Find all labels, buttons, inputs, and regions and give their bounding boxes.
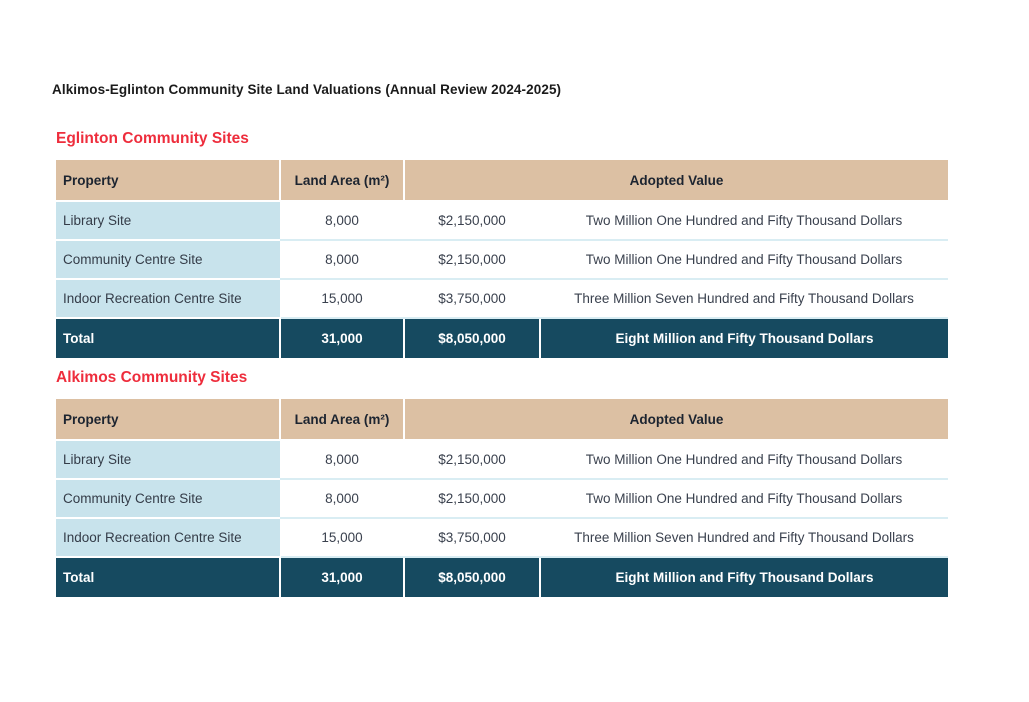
value-in-words-cell: Three Million Seven Hundred and Fifty Th… <box>540 279 949 319</box>
adopted-value-cell: $2,150,000 <box>404 440 540 480</box>
land-area-cell: 15,000 <box>280 518 404 558</box>
value-in-words-cell: Two Million One Hundred and Fifty Thousa… <box>540 240 949 280</box>
table-header-row: Property Land Area (m²) Adopted Value <box>56 399 949 441</box>
table-header-row: Property Land Area (m²) Adopted Value <box>56 160 949 202</box>
total-label-cell: Total <box>56 557 280 597</box>
value-in-words-cell: Two Million One Hundred and Fifty Thousa… <box>540 440 949 480</box>
alkimos-valuation-table: Property Land Area (m²) Adopted Value Li… <box>56 399 949 597</box>
value-in-words-cell: Two Million One Hundred and Fifty Thousa… <box>540 201 949 241</box>
column-header-adopted-value: Adopted Value <box>402 399 949 441</box>
total-value-cell: $8,050,000 <box>403 318 540 358</box>
property-cell: Indoor Recreation Centre Site <box>56 279 280 319</box>
property-cell: Indoor Recreation Centre Site <box>56 518 280 558</box>
adopted-value-cell: $3,750,000 <box>404 518 540 558</box>
section-heading-eglinton: Eglinton Community Sites <box>56 130 249 147</box>
total-land-area-cell: 31,000 <box>279 318 404 358</box>
total-land-area-cell: 31,000 <box>279 557 404 597</box>
section-heading-alkimos: Alkimos Community Sites <box>56 369 248 386</box>
table-row: Community Centre Site 8,000 $2,150,000 T… <box>56 240 949 280</box>
property-cell: Library Site <box>56 201 280 241</box>
total-value-words-cell: Eight Million and Fifty Thousand Dollars <box>538 557 949 597</box>
table-row: Library Site 8,000 $2,150,000 Two Millio… <box>56 440 949 480</box>
adopted-value-cell: $2,150,000 <box>404 240 540 280</box>
value-in-words-cell: Two Million One Hundred and Fifty Thousa… <box>540 479 949 519</box>
land-area-cell: 15,000 <box>280 279 404 319</box>
total-value-words-cell: Eight Million and Fifty Thousand Dollars <box>538 318 949 358</box>
total-row: Total 31,000 $8,050,000 Eight Million an… <box>56 557 949 597</box>
table-row: Indoor Recreation Centre Site 15,000 $3,… <box>56 279 949 319</box>
value-in-words-cell: Three Million Seven Hundred and Fifty Th… <box>540 518 949 558</box>
column-header-property: Property <box>56 399 280 441</box>
adopted-value-cell: $2,150,000 <box>404 201 540 241</box>
page-title: Alkimos-Eglinton Community Site Land Val… <box>52 82 562 97</box>
land-area-cell: 8,000 <box>280 240 404 280</box>
total-label-cell: Total <box>56 318 280 358</box>
total-row: Total 31,000 $8,050,000 Eight Million an… <box>56 318 949 358</box>
column-header-land-area: Land Area (m²) <box>279 399 404 441</box>
adopted-value-cell: $2,150,000 <box>404 479 540 519</box>
table-row: Library Site 8,000 $2,150,000 Two Millio… <box>56 201 949 241</box>
land-area-cell: 8,000 <box>280 201 404 241</box>
table-row: Community Centre Site 8,000 $2,150,000 T… <box>56 479 949 519</box>
property-cell: Community Centre Site <box>56 240 280 280</box>
column-header-land-area: Land Area (m²) <box>279 160 404 202</box>
land-area-cell: 8,000 <box>280 479 404 519</box>
property-cell: Community Centre Site <box>56 479 280 519</box>
column-header-property: Property <box>56 160 280 202</box>
property-cell: Library Site <box>56 440 280 480</box>
land-area-cell: 8,000 <box>280 440 404 480</box>
table-row: Indoor Recreation Centre Site 15,000 $3,… <box>56 518 949 558</box>
adopted-value-cell: $3,750,000 <box>404 279 540 319</box>
total-value-cell: $8,050,000 <box>403 557 540 597</box>
column-header-adopted-value: Adopted Value <box>402 160 949 202</box>
eglinton-valuation-table: Property Land Area (m²) Adopted Value Li… <box>56 160 949 358</box>
